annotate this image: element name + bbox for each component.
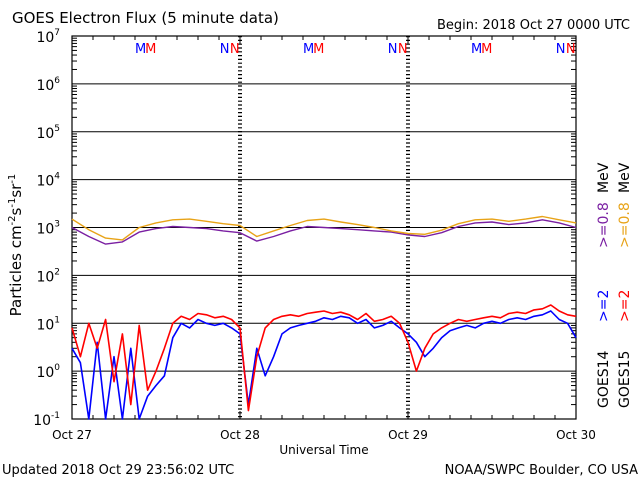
y-tick-label: 101 [36, 315, 60, 333]
y-tick-label: 104 [36, 172, 60, 190]
y-tick-exponent: 0 [54, 363, 60, 373]
y-tick-label: 10-1 [33, 411, 60, 429]
y-tick-exponent: 7 [54, 28, 60, 38]
marker-m-goes14: M [303, 42, 314, 57]
day-boundary-ticks [71, 36, 577, 419]
marker-n-goes15: N [566, 42, 576, 57]
legend-unit: MeV [596, 162, 612, 193]
y-tick-label: 103 [36, 220, 60, 238]
y-tick-base: 10 [36, 126, 54, 142]
y-axis-label-mid1: s [7, 207, 25, 215]
marker-n-goes14: N [556, 42, 566, 57]
legend-unit: MeV [617, 162, 633, 193]
y-tick-exponent: 5 [54, 124, 60, 134]
x-tick-label: Oct 27 [52, 428, 92, 442]
y-axis-label: Particles cm-2s-1sr-1 [7, 174, 25, 317]
y-tick-exponent: -1 [51, 411, 60, 421]
y-tick-exponent: 4 [54, 172, 60, 182]
y-tick-label: 106 [36, 76, 60, 94]
y-tick-label: 100 [36, 363, 60, 381]
marker-n-goes15: N [230, 42, 240, 57]
decade-gridlines [72, 37, 576, 406]
begin-label: Begin: 2018 Oct 27 0000 UTC [437, 18, 630, 33]
marker-m-goes14: M [135, 42, 146, 57]
marker-m-goes15: M [313, 42, 324, 57]
marker-m-goes15: M [145, 42, 156, 57]
y-tick-exponent: 2 [54, 267, 60, 277]
y-tick-base: 10 [36, 30, 54, 46]
marker-n-goes14: N [388, 42, 398, 57]
series-goes15-low [71, 304, 577, 412]
marker-n-goes14: N [220, 42, 230, 57]
x-tick-label: Oct 29 [388, 428, 428, 442]
x-tick-label: Oct 28 [220, 428, 260, 442]
legend-satellite-goes15: GOES15 [617, 351, 633, 408]
legend-low-goes14: >=2 [596, 290, 612, 322]
y-tick-base: 10 [36, 78, 54, 94]
y-axis-label-exp2: -1 [7, 198, 18, 208]
y-tick-base: 10 [36, 174, 54, 190]
updated-timestamp: Updated 2018 Oct 29 23:56:02 UTC [2, 463, 234, 478]
y-tick-exponent: 3 [54, 220, 60, 230]
x-axis-label: Universal Time [279, 443, 368, 457]
y-tick-base: 10 [36, 269, 54, 285]
legend-high-goes14: >=0.8 [596, 202, 612, 248]
x-axis-tick-labels: Oct 27 Oct 28 Oct 29 Oct 30 [52, 428, 596, 442]
y-tick-label: 107 [36, 28, 60, 46]
legend-low-goes15: >=2 [617, 290, 633, 322]
marker-n-goes15: N [398, 42, 408, 57]
y-tick-base: 10 [33, 413, 51, 429]
credit-label: NOAA/SWPC Boulder, CO USA [445, 463, 638, 478]
series-goes14-high [71, 219, 577, 245]
series-goes15-high [71, 215, 577, 241]
y-tick-exponent: 6 [54, 76, 60, 86]
legend-satellite-goes14: GOES14 [596, 350, 612, 408]
chart-title: GOES Electron Flux (5 minute data) [12, 9, 279, 27]
legend: GOES14 >=2 >=0.8 MeV GOES15 >=2 >=0.8 MeV [596, 162, 633, 408]
marker-m-goes15: M [481, 42, 492, 57]
y-axis-label-exp3: -1 [7, 174, 18, 184]
y-axis-label-mid2: sr [7, 183, 25, 198]
y-tick-label: 102 [36, 267, 60, 285]
series-goes14-low [71, 310, 577, 420]
y-tick-label: 105 [36, 124, 60, 142]
x-tick-label: Oct 30 [556, 428, 596, 442]
y-tick-base: 10 [36, 317, 54, 333]
y-tick-exponent: 1 [54, 315, 60, 325]
legend-high-goes15: >=0.8 [617, 202, 633, 248]
marker-m-goes14: M [471, 42, 482, 57]
y-axis-label-prefix: Particles cm [7, 225, 25, 316]
y-tick-base: 10 [36, 365, 54, 381]
y-tick-base: 10 [36, 222, 54, 238]
flux-series [71, 215, 577, 420]
y-axis-label-exp1: -2 [7, 215, 18, 225]
satellite-markers: MM N N MM N N MM N N [135, 42, 576, 57]
